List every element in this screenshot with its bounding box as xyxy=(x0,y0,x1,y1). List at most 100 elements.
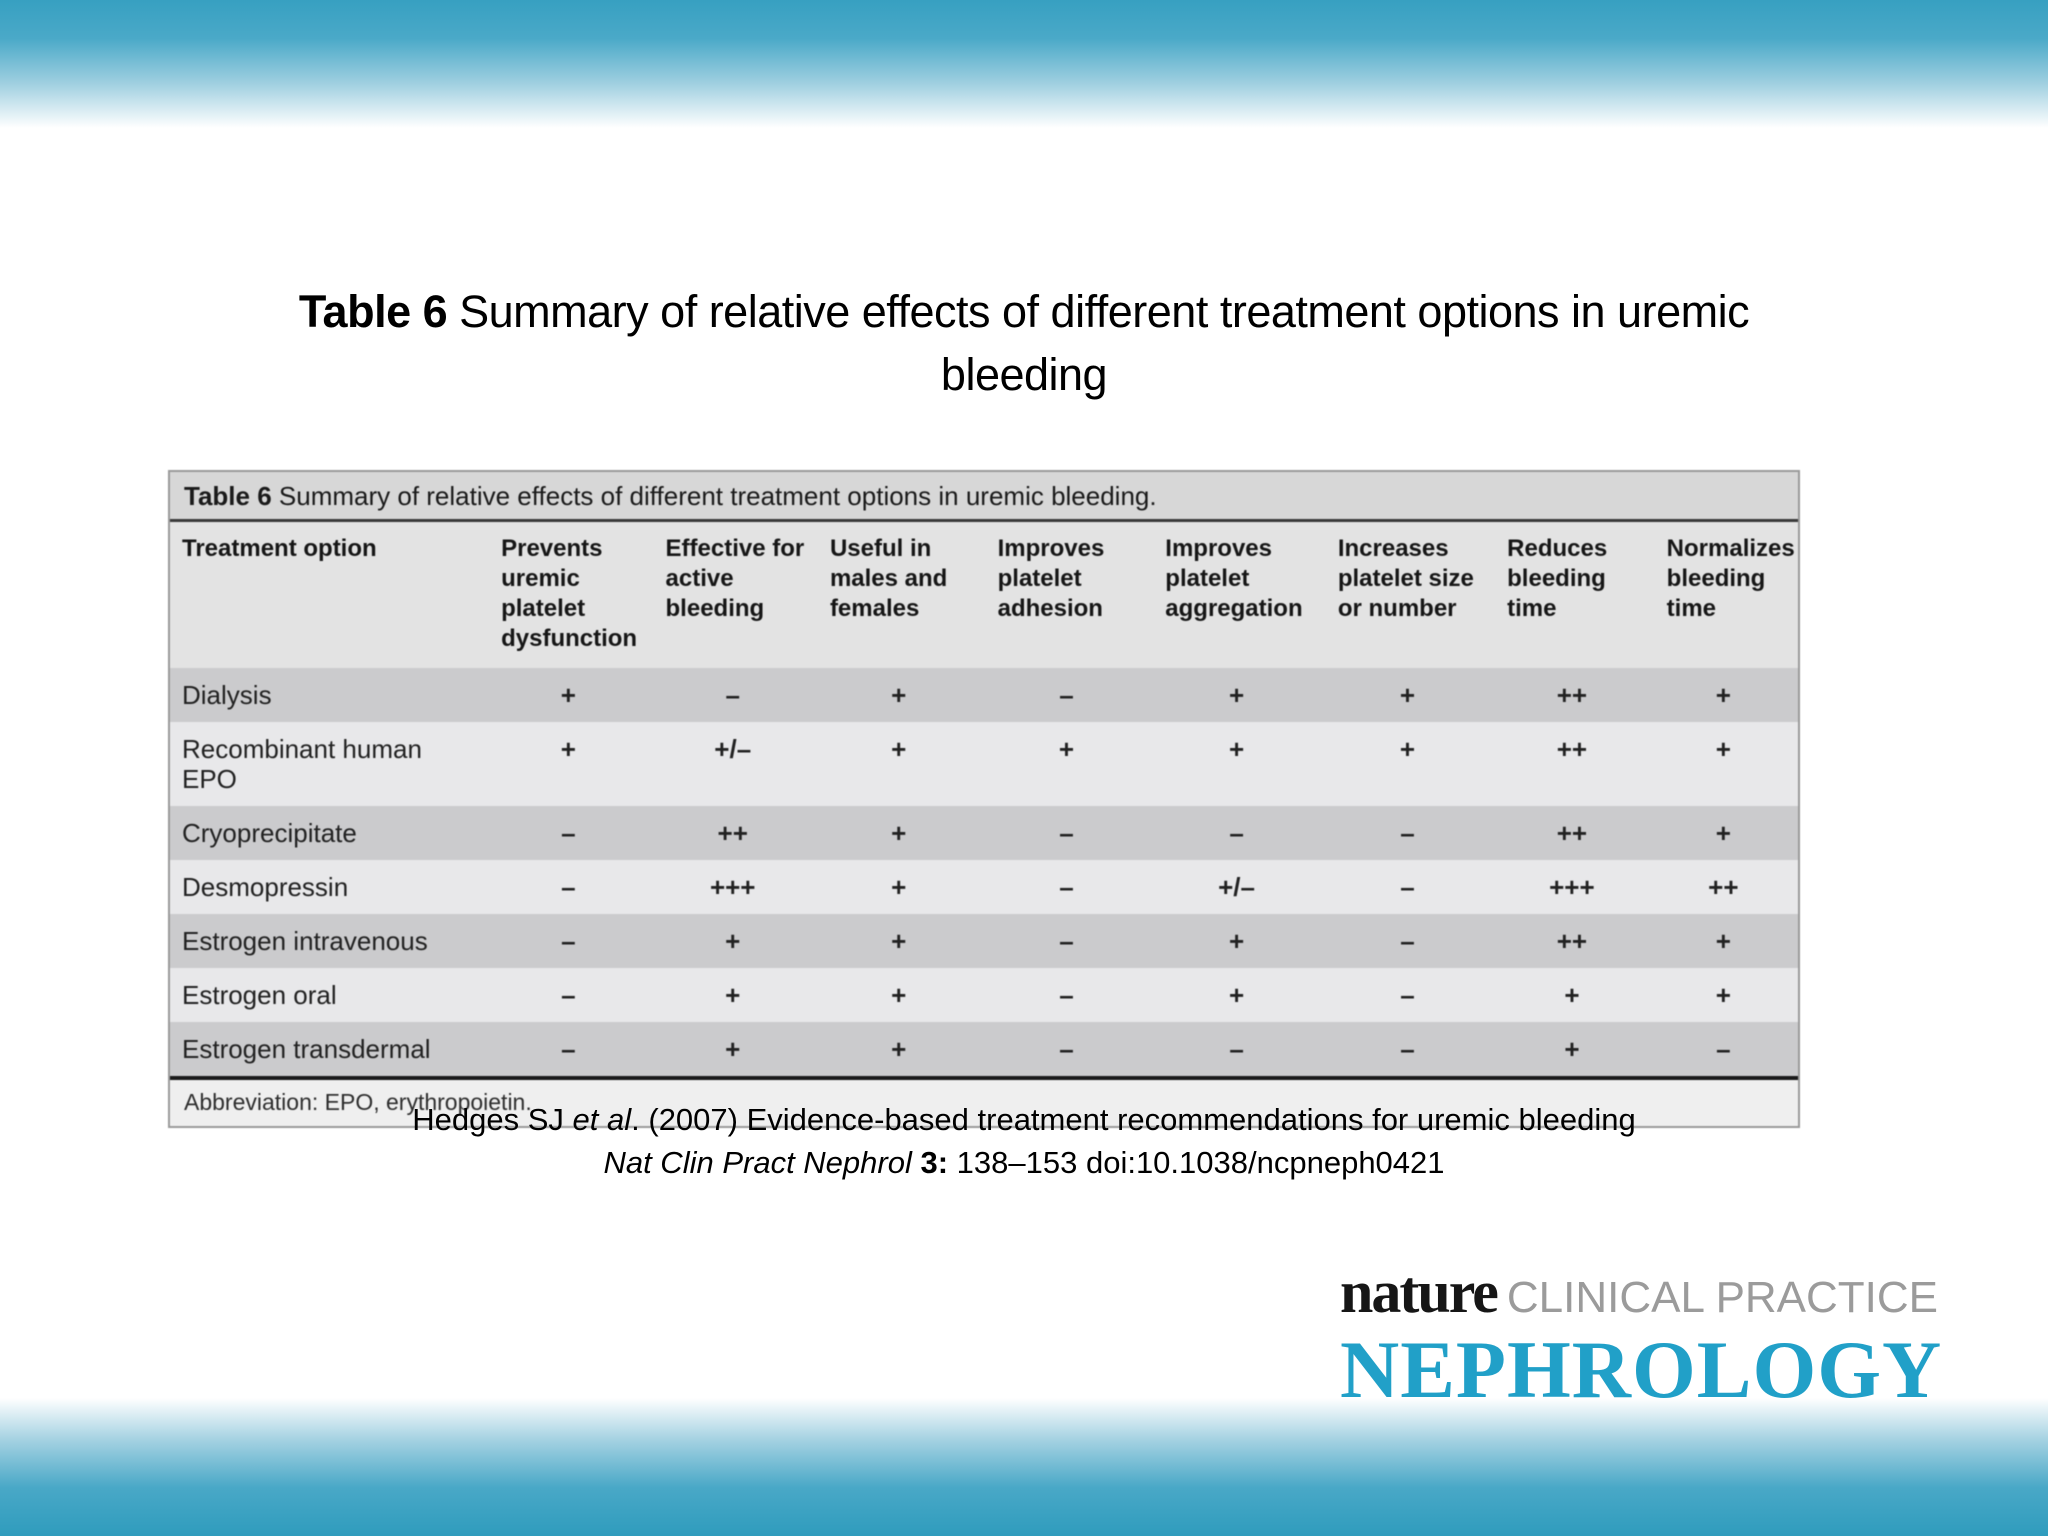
journal-logo: nature CLINICAL PRACTICE NEPHROLOGY xyxy=(1340,1258,2000,1417)
treatment-option-cell: Desmopressin xyxy=(170,860,490,914)
effect-value-cell: – xyxy=(985,914,1154,968)
treatment-option-cell: Dialysis xyxy=(170,668,490,722)
effect-value-cell: – xyxy=(985,860,1154,914)
clinical-practice-label: CLINICAL PRACTICE xyxy=(1506,1273,1939,1322)
effect-value-cell: + xyxy=(1654,668,1798,722)
effect-value-cell: ++ xyxy=(1495,806,1655,860)
effects-table: Treatment option Prevents uremic platelet… xyxy=(170,522,1798,1076)
treatment-option-cell: Recombinant human EPO xyxy=(170,722,490,806)
column-header: Treatment option xyxy=(170,522,490,668)
effect-value-cell: + xyxy=(1153,914,1326,968)
effect-value-cell: + xyxy=(817,914,986,968)
effect-value-cell: ++ xyxy=(1654,860,1798,914)
effect-value-cell: + xyxy=(1654,914,1798,968)
effect-value-cell: – xyxy=(1325,914,1496,968)
effect-value-cell: – xyxy=(985,968,1154,1022)
citation-authors: Hedges SJ xyxy=(412,1102,573,1137)
effect-value-cell: + xyxy=(1495,1022,1655,1076)
effect-value-cell: – xyxy=(489,914,654,968)
column-header: Effective for active bleeding xyxy=(653,522,818,668)
table-row: Recombinant human EPO + +/– + + + + ++ + xyxy=(170,722,1798,806)
effect-value-cell: + xyxy=(817,722,986,806)
effect-value-cell: – xyxy=(985,1022,1154,1076)
citation-line1: Hedges SJ et al. (2007) Evidence-based t… xyxy=(0,1098,2048,1141)
citation-journal: Nat Clin Pract Nephrol xyxy=(603,1145,921,1180)
nature-wordmark: nature xyxy=(1340,1259,1499,1325)
effect-value-cell: + xyxy=(1654,722,1798,806)
table-row: Estrogen transdermal – + + – – – + – xyxy=(170,1022,1798,1076)
treatment-option-cell: Estrogen oral xyxy=(170,968,490,1022)
effect-value-cell: + xyxy=(817,806,986,860)
effect-value-cell: – xyxy=(1153,806,1326,860)
table-row: Desmopressin – +++ + – +/– – +++ ++ xyxy=(170,860,1798,914)
table-figure: Table 6 Summary of relative effects of d… xyxy=(168,470,1800,1128)
effect-value-cell: + xyxy=(1153,668,1326,722)
citation-line2: Nat Clin Pract Nephrol 3: 138–153 doi:10… xyxy=(0,1141,2048,1184)
table-row: Estrogen oral – + + – + – + + xyxy=(170,968,1798,1022)
effect-value-cell: ++ xyxy=(1495,722,1655,806)
effect-value-cell: – xyxy=(489,1022,654,1076)
treatment-option-cell: Estrogen intravenous xyxy=(170,914,490,968)
treatment-option-cell: Cryoprecipitate xyxy=(170,806,490,860)
journal-logo-line1: nature CLINICAL PRACTICE xyxy=(1340,1258,2000,1327)
effect-value-cell: – xyxy=(1153,1022,1326,1076)
effect-value-cell: – xyxy=(489,806,654,860)
effect-value-cell: + xyxy=(489,722,654,806)
effect-value-cell: – xyxy=(985,668,1154,722)
effect-value-cell: + xyxy=(1325,722,1496,806)
column-header: Increases platelet size or number xyxy=(1325,522,1496,668)
citation-pages-doi: 138–153 doi:10.1038/ncpneph0421 xyxy=(948,1145,1445,1180)
column-header: Improves platelet aggregation xyxy=(1153,522,1326,668)
effect-value-cell: +/– xyxy=(1153,860,1326,914)
effect-value-cell: – xyxy=(1325,860,1496,914)
citation-title: . (2007) Evidence-based treatment recomm… xyxy=(631,1102,1636,1137)
effect-value-cell: – xyxy=(1654,1022,1798,1076)
effect-value-cell: – xyxy=(489,860,654,914)
effect-value-cell: + xyxy=(817,968,986,1022)
bottom-gradient-band xyxy=(0,1398,2048,1536)
column-header: Normalizes bleeding time xyxy=(1654,522,1798,668)
effect-value-cell: + xyxy=(653,968,818,1022)
effect-value-cell: ++ xyxy=(653,806,818,860)
table-caption-text: Summary of relative effects of different… xyxy=(271,481,1157,511)
effect-value-cell: +++ xyxy=(653,860,818,914)
effect-value-cell: +++ xyxy=(1495,860,1655,914)
effect-value-cell: ++ xyxy=(1495,914,1655,968)
effect-value-cell: – xyxy=(985,806,1154,860)
slide-title-text: Summary of relative effects of different… xyxy=(447,286,1750,337)
top-gradient-band xyxy=(0,0,2048,128)
effect-value-cell: + xyxy=(817,668,986,722)
effect-value-cell: + xyxy=(653,1022,818,1076)
effect-value-cell: + xyxy=(985,722,1154,806)
effect-value-cell: – xyxy=(653,668,818,722)
effect-value-cell: + xyxy=(1153,722,1326,806)
effect-value-cell: ++ xyxy=(1495,668,1655,722)
effect-value-cell: + xyxy=(1153,968,1326,1022)
effect-value-cell: + xyxy=(1654,968,1798,1022)
treatment-option-cell: Estrogen transdermal xyxy=(170,1022,490,1076)
column-header: Prevents uremic platelet dysfunction xyxy=(489,522,654,668)
effect-value-cell: – xyxy=(489,968,654,1022)
slide-title-line1: Table 6 Summary of relative effects of d… xyxy=(0,280,2048,343)
table-row: Estrogen intravenous – + + – + – ++ + xyxy=(170,914,1798,968)
slide-title: Table 6 Summary of relative effects of d… xyxy=(0,280,2048,406)
column-header: Improves platelet adhesion xyxy=(985,522,1154,668)
effect-value-cell: + xyxy=(817,1022,986,1076)
nephrology-wordmark: NEPHROLOGY xyxy=(1340,1324,1943,1415)
effect-value-cell: +/– xyxy=(653,722,818,806)
slide-title-label: Table 6 xyxy=(298,286,448,337)
table-caption-label: Table 6 xyxy=(184,481,272,511)
effect-value-cell: + xyxy=(653,914,818,968)
citation: Hedges SJ et al. (2007) Evidence-based t… xyxy=(0,1098,2048,1184)
effect-value-cell: + xyxy=(817,860,986,914)
table-footnote: Abbreviation: EPO, erythropoietin. xyxy=(170,1076,1798,1126)
citation-etal: et al xyxy=(572,1102,632,1137)
effect-value-cell: + xyxy=(1325,668,1496,722)
effect-value-cell: – xyxy=(1325,806,1496,860)
table-row: Cryoprecipitate – ++ + – – – ++ + xyxy=(170,806,1798,860)
effect-value-cell: + xyxy=(1495,968,1655,1022)
citation-volume: 3: xyxy=(920,1145,949,1180)
column-header: Reduces bleeding time xyxy=(1495,522,1655,668)
effect-value-cell: – xyxy=(1325,1022,1496,1076)
